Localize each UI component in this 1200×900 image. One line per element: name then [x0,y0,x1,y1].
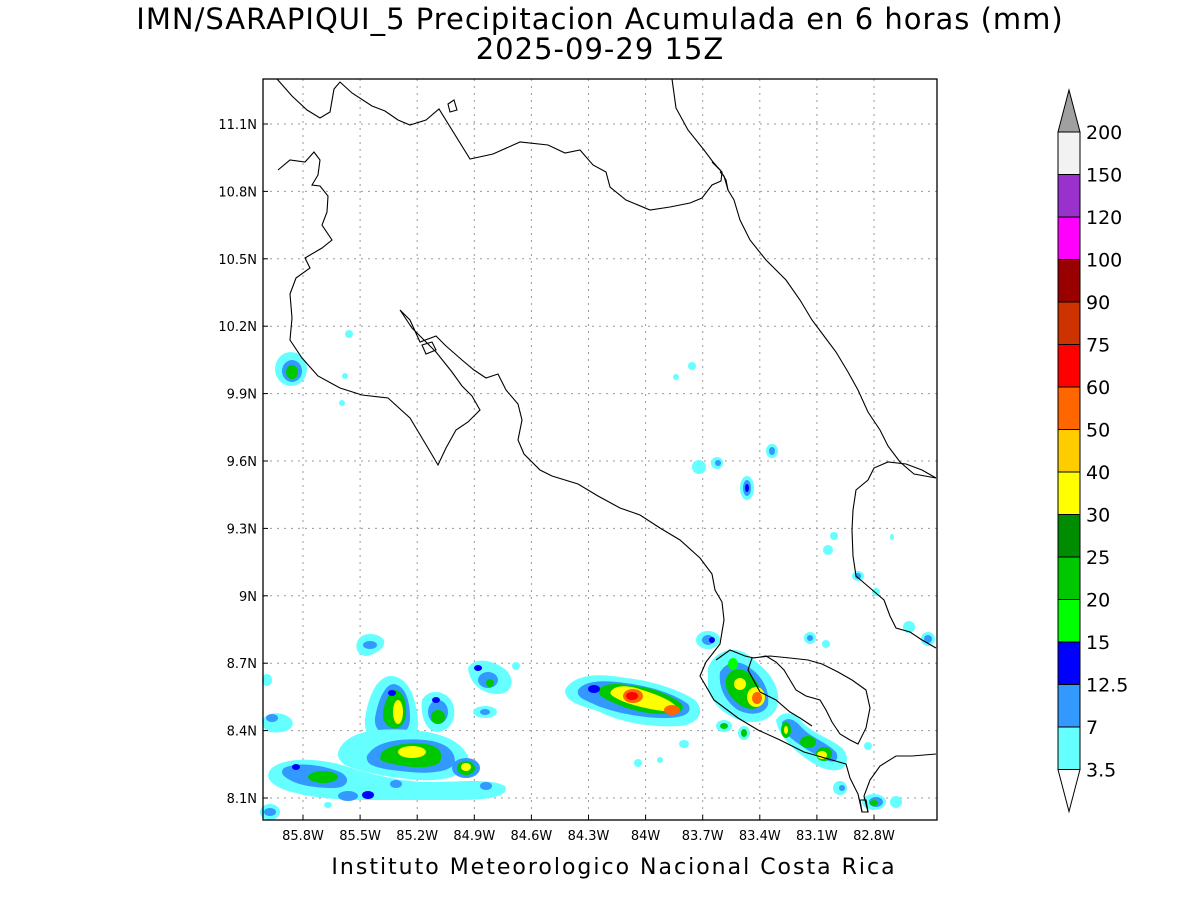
lat-tick-label: 9.9N [227,388,257,403]
lat-tick-label: 9N [239,590,257,605]
lat-tick-label: 10.2N [218,320,257,335]
latitude-axis: 11.1N 10.8N 10.5N 10.2N 9.9N 9.6N 9.3N 9N 8.7N 8.… [218,118,268,807]
lon-tick-label: 83.7W [682,829,724,844]
colorbar-swatch [1057,216,1081,260]
lon-tick-label: 84.3W [568,829,610,844]
colorbar-under-triangle [1057,769,1081,814]
colorbar-label: 100 [1086,250,1122,272]
colorbar-swatch [1057,174,1081,218]
lon-tick-label: 85.5W [339,829,381,844]
colorbar-over-triangle [1057,88,1081,133]
colorbar-swatch [1057,556,1081,600]
colorbar-label: 12.5 [1086,675,1128,697]
precipitation-field [260,330,935,820]
colorbar: 200 150 120 100 90 75 60 50 40 30 25 20 15 12.5 7 3.5 [1057,88,1128,814]
lat-tick-label: 8.1N [227,792,257,807]
lat-tick-label: 10.5N [218,253,257,268]
lat-tick-label: 8.4N [227,725,257,740]
lat-tick-label: 11.1N [218,118,257,133]
colorbar-label: 150 [1086,165,1122,187]
lat-tick-label: 9.3N [227,522,257,537]
colorbar-swatch [1057,641,1081,685]
footer-credit: Instituto Meteorologico Nacional Costa R… [331,855,897,880]
colorbar-label: 75 [1086,335,1110,357]
lon-tick-label: 84.9W [453,829,495,844]
colorbar-label: 40 [1086,462,1110,484]
lat-tick-label: 10.8N [218,185,257,200]
lon-tick-label: 84W [631,829,661,844]
colorbar-swatch [1057,131,1081,175]
lon-tick-label: 85.2W [396,829,438,844]
colorbar-label: 50 [1086,420,1110,442]
colorbar-label: 30 [1086,505,1110,527]
colorbar-label: 15 [1086,632,1110,654]
colorbar-swatch [1057,429,1081,473]
colorbar-label: 20 [1086,590,1110,612]
colorbar-label: 90 [1086,292,1110,314]
colorbar-swatch [1057,259,1081,303]
colorbar-label: 3.5 [1086,760,1116,782]
lon-tick-label: 84.6W [510,829,552,844]
colorbar-swatch [1057,301,1081,345]
lon-tick-label: 82.8W [853,829,895,844]
colorbar-swatch [1057,514,1081,558]
lat-tick-label: 9.6N [227,455,257,470]
colorbar-swatch [1057,726,1081,770]
colorbar-label: 200 [1086,122,1122,144]
lat-tick-label: 8.7N [227,657,257,672]
colorbar-swatch [1057,684,1081,728]
colorbar-swatch [1057,471,1081,515]
colorbar-label: 60 [1086,377,1110,399]
colorbar-label: 120 [1086,207,1122,229]
colorbar-label: 25 [1086,547,1110,569]
lon-tick-label: 85.8W [282,829,324,844]
colorbar-swatch [1057,344,1081,388]
colorbar-swatch [1057,386,1081,430]
longitude-axis: 85.8W 85.5W 85.2W 84.9W 84.6W 84.3W 84W 83.7W 83… [282,815,895,844]
map-datetime: 2025-09-29 15Z [475,32,725,66]
lon-tick-label: 83.1W [796,829,838,844]
coastline [276,78,937,813]
lon-tick-label: 83.4W [739,829,781,844]
map-frame [262,78,938,821]
colorbar-label: 7 [1086,717,1098,739]
colorbar-swatch [1057,599,1081,643]
map-title: IMN/SARAPIQUI_5 Precipitacion Acumulada … [136,2,1064,36]
